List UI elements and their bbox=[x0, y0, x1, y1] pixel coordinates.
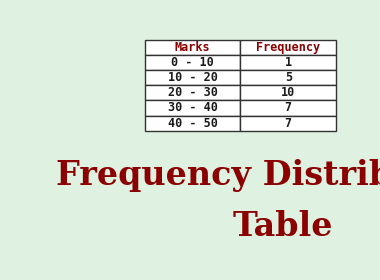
Text: Frequency Distribution: Frequency Distribution bbox=[56, 159, 380, 192]
Text: Table: Table bbox=[233, 210, 333, 243]
